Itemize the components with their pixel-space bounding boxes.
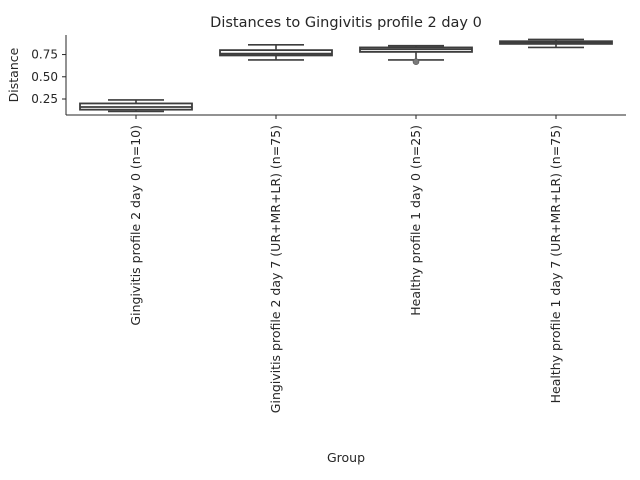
y-tick-label: 0.50 bbox=[31, 70, 58, 84]
x-tick-label: Gingivitis profile 2 day 7 (UR+MR+LR) (n… bbox=[268, 125, 283, 413]
chart-title: Distances to Gingivitis profile 2 day 0 bbox=[210, 15, 482, 31]
x-axis-label: Group bbox=[327, 450, 365, 465]
box-group bbox=[219, 43, 333, 61]
y-axis-label: Distance bbox=[6, 47, 21, 102]
outlier-point bbox=[412, 58, 420, 65]
box-group bbox=[79, 99, 193, 113]
boxes bbox=[79, 38, 613, 113]
box-group bbox=[359, 44, 473, 65]
y-axis: 0.25 0.50 0.75 Distance bbox=[6, 35, 67, 115]
x-tick-labels: Gingivitis profile 2 day 0 (n=10) Gingivi… bbox=[128, 115, 563, 413]
y-tick-label: 0.25 bbox=[31, 92, 58, 106]
box-group bbox=[499, 38, 613, 49]
x-axis: Gingivitis profile 2 day 0 (n=10) Gingivi… bbox=[66, 114, 626, 465]
y-tick-labels: 0.25 0.50 0.75 bbox=[31, 48, 66, 106]
x-tick-label: Healthy profile 1 day 0 (n=25) bbox=[408, 125, 423, 316]
x-tick-label: Gingivitis profile 2 day 0 (n=10) bbox=[128, 125, 143, 326]
x-tick-label: Healthy profile 1 day 7 (UR+MR+LR) (n=75… bbox=[548, 125, 563, 403]
y-tick-label: 0.75 bbox=[31, 48, 58, 62]
